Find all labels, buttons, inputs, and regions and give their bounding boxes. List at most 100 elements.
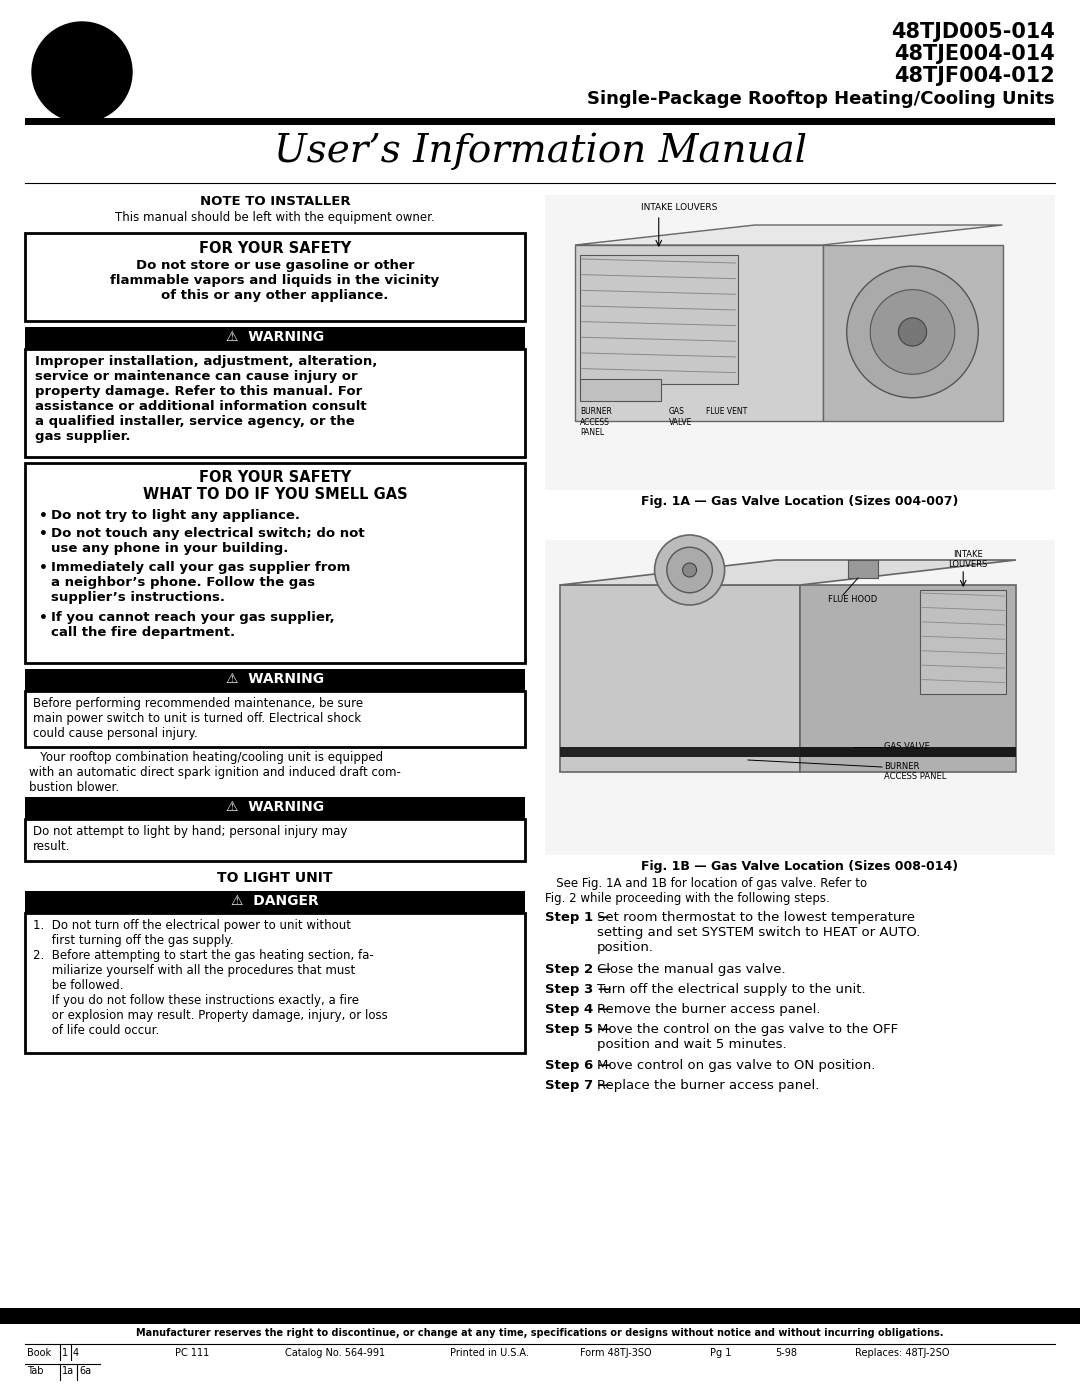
Bar <box>25 233 525 321</box>
Bar <box>25 819 525 861</box>
Text: Single-Package Rooftop Heating/Cooling Units: Single-Package Rooftop Heating/Cooling U… <box>588 89 1055 108</box>
Text: Step 7 —: Step 7 — <box>545 1078 616 1092</box>
Text: GAS VALVE: GAS VALVE <box>885 742 930 752</box>
Text: ®: ® <box>111 96 121 108</box>
Text: Do not try to light any appliance.: Do not try to light any appliance. <box>51 509 300 522</box>
Text: 48TJE004-014: 48TJE004-014 <box>894 43 1055 64</box>
Text: Do not attempt to light by hand; personal injury may
result.: Do not attempt to light by hand; persona… <box>33 826 348 854</box>
Text: 1a: 1a <box>62 1366 75 1376</box>
Text: FLUE VENT: FLUE VENT <box>706 408 747 416</box>
Text: User’s Information Manual: User’s Information Manual <box>273 131 807 169</box>
Text: Step 1 —: Step 1 — <box>545 911 616 923</box>
Circle shape <box>899 319 927 346</box>
Text: NOTE TO INSTALLER: NOTE TO INSTALLER <box>200 196 350 208</box>
Text: Improper installation, adjustment, alteration,
service or maintenance can cause : Improper installation, adjustment, alter… <box>35 355 377 443</box>
Text: •: • <box>39 527 48 541</box>
Text: Your rooftop combination heating/cooling unit is equipped
with an automatic dire: Your rooftop combination heating/cooling… <box>29 752 401 793</box>
Text: Form 48TJ-3SO: Form 48TJ-3SO <box>580 1348 651 1358</box>
Bar <box>823 244 1002 422</box>
Text: Tab: Tab <box>27 1366 43 1376</box>
Text: INTAKE
LOUVERS: INTAKE LOUVERS <box>948 550 988 570</box>
Text: ⚠  WARNING: ⚠ WARNING <box>226 800 324 814</box>
Bar <box>25 669 525 692</box>
Text: 48TJD005-014: 48TJD005-014 <box>891 22 1055 42</box>
Text: Replace the burner access panel.: Replace the burner access panel. <box>597 1078 820 1092</box>
Text: Fig. 1A — Gas Valve Location (Sizes 004-007): Fig. 1A — Gas Valve Location (Sizes 004-… <box>642 495 959 509</box>
Text: Step 2 —: Step 2 — <box>545 963 616 977</box>
Text: •: • <box>39 509 48 522</box>
Polygon shape <box>561 560 1016 585</box>
Text: 5-98: 5-98 <box>775 1348 797 1358</box>
Circle shape <box>666 548 713 592</box>
Text: BURNER
ACCESS
PANEL: BURNER ACCESS PANEL <box>580 408 612 437</box>
Text: Pg 1: Pg 1 <box>710 1348 731 1358</box>
Bar <box>800 747 1016 757</box>
Circle shape <box>847 267 978 398</box>
Bar <box>575 244 823 422</box>
Text: PC 111: PC 111 <box>175 1348 210 1358</box>
Bar <box>25 462 525 664</box>
Text: This manual should be left with the equipment owner.: This manual should be left with the equi… <box>116 211 435 224</box>
Text: Set room thermostat to the lowest temperature
setting and set SYSTEM switch to H: Set room thermostat to the lowest temper… <box>597 911 920 954</box>
Text: Book: Book <box>27 1348 51 1358</box>
Text: Fig. 1B — Gas Valve Location (Sizes 008-014): Fig. 1B — Gas Valve Location (Sizes 008-… <box>642 861 959 873</box>
Text: 48TJF004-012: 48TJF004-012 <box>894 66 1055 87</box>
Text: Close the manual gas valve.: Close the manual gas valve. <box>597 963 786 977</box>
Circle shape <box>32 22 132 122</box>
Bar <box>545 541 1055 855</box>
Text: 1: 1 <box>62 1348 68 1358</box>
Text: Before performing recommended maintenance, be sure
main power switch to unit is : Before performing recommended maintenanc… <box>33 697 363 740</box>
Text: INTAKE LOUVERS: INTAKE LOUVERS <box>640 203 717 212</box>
Text: 4: 4 <box>73 1348 79 1358</box>
Bar <box>25 117 1055 124</box>
Circle shape <box>683 563 697 577</box>
Bar <box>561 747 800 757</box>
Circle shape <box>654 535 725 605</box>
Bar <box>545 196 1055 490</box>
Text: TO LIGHT UNIT: TO LIGHT UNIT <box>217 870 333 886</box>
Bar <box>25 327 525 349</box>
Text: Carrier: Carrier <box>49 66 116 82</box>
Bar <box>580 256 738 384</box>
Text: Manufacturer reserves the right to discontinue, or change at any time, specifica: Manufacturer reserves the right to disco… <box>136 1329 944 1338</box>
Text: Do not store or use gasoline or other
flammable vapors and liquids in the vicini: Do not store or use gasoline or other fl… <box>110 258 440 302</box>
Bar <box>848 560 878 578</box>
Text: Immediately call your gas supplier from
a neighbor’s phone. Follow the gas
suppl: Immediately call your gas supplier from … <box>51 562 350 604</box>
Text: ⚠  DANGER: ⚠ DANGER <box>231 894 319 908</box>
Bar <box>0 1308 1080 1324</box>
Bar <box>25 692 525 747</box>
Circle shape <box>44 34 120 110</box>
Polygon shape <box>575 225 1002 244</box>
Text: 6a: 6a <box>79 1366 91 1376</box>
Text: Step 3 —: Step 3 — <box>545 983 616 996</box>
Text: GAS
VALVE: GAS VALVE <box>669 408 692 426</box>
Bar <box>25 349 525 457</box>
Text: See Fig. 1A and 1B for location of gas valve. Refer to
Fig. 2 while proceeding w: See Fig. 1A and 1B for location of gas v… <box>545 877 867 905</box>
Text: Turn off the electrical supply to the unit.: Turn off the electrical supply to the un… <box>597 983 866 996</box>
Bar <box>800 585 1016 773</box>
Text: BURNER
ACCESS PANEL: BURNER ACCESS PANEL <box>885 761 946 781</box>
Text: Catalog No. 564-991: Catalog No. 564-991 <box>285 1348 386 1358</box>
Circle shape <box>870 289 955 374</box>
Circle shape <box>38 28 126 116</box>
Text: ⚠  WARNING: ⚠ WARNING <box>226 672 324 686</box>
Text: If you cannot reach your gas supplier,
call the fire department.: If you cannot reach your gas supplier, c… <box>51 610 335 638</box>
Text: Step 5 —: Step 5 — <box>545 1023 616 1037</box>
Text: FOR YOUR SAFETY: FOR YOUR SAFETY <box>199 242 351 256</box>
Text: Printed in U.S.A.: Printed in U.S.A. <box>450 1348 529 1358</box>
Text: Move control on gas valve to ON position.: Move control on gas valve to ON position… <box>597 1059 876 1071</box>
Bar <box>580 379 661 401</box>
Bar <box>25 891 525 914</box>
Bar <box>920 590 1007 694</box>
Text: Replaces: 48TJ-2SO: Replaces: 48TJ-2SO <box>855 1348 949 1358</box>
Text: •: • <box>39 562 48 576</box>
Text: 1.  Do not turn off the electrical power to unit without
     first turning off : 1. Do not turn off the electrical power … <box>33 919 388 1037</box>
Text: Move the control on the gas valve to the OFF
position and wait 5 minutes.: Move the control on the gas valve to the… <box>597 1023 899 1051</box>
Text: FLUE HOOD: FLUE HOOD <box>828 595 877 604</box>
Text: •: • <box>39 610 48 624</box>
Text: ⚠  WARNING: ⚠ WARNING <box>226 330 324 344</box>
Text: Do not touch any electrical switch; do not
use any phone in your building.: Do not touch any electrical switch; do n… <box>51 527 365 555</box>
Text: FOR YOUR SAFETY: FOR YOUR SAFETY <box>199 469 351 485</box>
Text: WHAT TO DO IF YOU SMELL GAS: WHAT TO DO IF YOU SMELL GAS <box>143 488 407 502</box>
Bar <box>25 798 525 819</box>
